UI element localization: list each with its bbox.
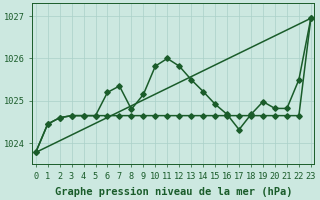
- X-axis label: Graphe pression niveau de la mer (hPa): Graphe pression niveau de la mer (hPa): [54, 186, 292, 197]
